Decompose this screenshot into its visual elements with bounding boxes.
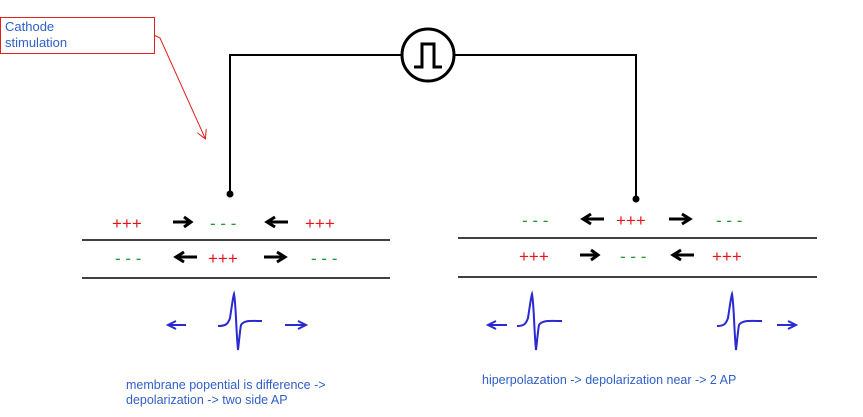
- right-outer-charge-1: - - -: [522, 211, 548, 230]
- propagation-arrow-icon: [165, 320, 186, 330]
- cathode-stimulation-callout: Cathode stimulation: [0, 17, 155, 54]
- electrode-contact-right: [632, 195, 640, 203]
- left-inner-charge-1: - - -: [115, 249, 141, 268]
- current-arrow-icon: [173, 250, 197, 264]
- pulse-generator-icon: [400, 27, 456, 83]
- left-caption-line-2: depolarization -> two side AP: [126, 393, 288, 407]
- callout-pointer-line: [149, 32, 205, 138]
- electrode-contact-left: [226, 190, 234, 198]
- right-outer-charge-2: +++: [616, 211, 646, 230]
- current-arrow-icon: [264, 215, 288, 229]
- left-caption: membrane popential is difference -> depo…: [126, 378, 326, 408]
- current-arrow-icon: [670, 248, 694, 262]
- propagation-arrow-icon: [777, 320, 799, 330]
- circuit-wire-right: [454, 54, 637, 199]
- propagation-arrow-icon: [485, 320, 507, 330]
- current-arrow-icon: [580, 248, 601, 262]
- callout-line-2: stimulation: [5, 35, 68, 50]
- current-arrow-icon: [264, 250, 288, 264]
- right-outer-charge-3: - - -: [716, 211, 742, 230]
- left-inner-charge-3: - - -: [311, 249, 337, 268]
- action-potential-icon: [716, 290, 763, 351]
- current-arrow-icon: [173, 215, 194, 229]
- right-inner-charge-2: - - -: [620, 247, 646, 266]
- right-inner-charge-1: +++: [519, 247, 549, 266]
- left-inner-charge-2: +++: [208, 249, 238, 268]
- propagation-arrow-icon: [285, 320, 309, 330]
- right-caption-line-1: hiperpolazation -> depolarization near -…: [482, 373, 737, 387]
- circuit-wire-left: [229, 54, 402, 194]
- action-potential-icon: [516, 290, 563, 351]
- right-inner-charge-3: +++: [712, 247, 742, 266]
- current-arrow-icon: [669, 212, 693, 226]
- callout-line-1: Cathode: [5, 19, 55, 34]
- right-caption: hiperpolazation -> depolarization near -…: [482, 373, 736, 388]
- current-arrow-icon: [580, 212, 604, 226]
- left-caption-line-1: membrane popential is difference ->: [126, 378, 326, 392]
- left-outer-charge-1: +++: [112, 214, 142, 233]
- action-potential-icon: [217, 290, 263, 351]
- left-outer-charge-3: +++: [305, 214, 335, 233]
- left-outer-charge-2: - - -: [210, 214, 236, 233]
